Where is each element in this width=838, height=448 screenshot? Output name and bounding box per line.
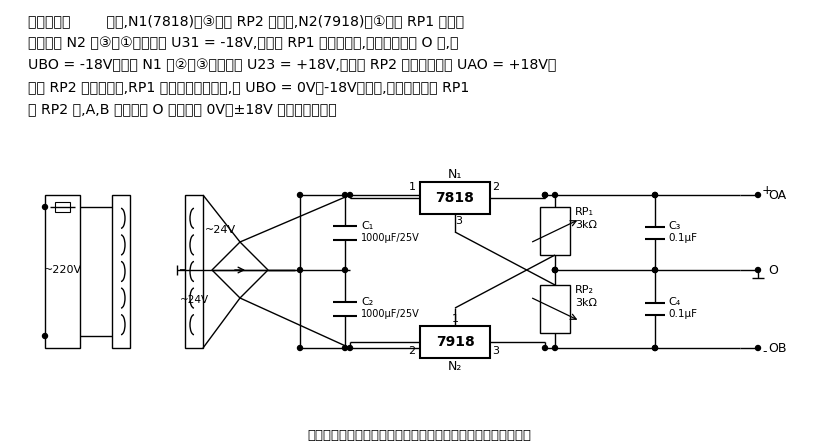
Text: 3: 3 <box>456 216 463 226</box>
Text: UBO = -18V。由于 N1 的②、③脚间电压 U23 = +18V,因此将 RP2 旋到最上端时 UAO = +18V。: UBO = -18V。由于 N1 的②、③脚间电压 U23 = +18V,因此将… <box>28 58 556 72</box>
Circle shape <box>552 345 557 350</box>
Text: 3: 3 <box>493 346 499 356</box>
Text: -: - <box>762 345 767 358</box>
Text: OA: OA <box>768 189 786 202</box>
Text: RP₁: RP₁ <box>575 207 594 217</box>
Circle shape <box>343 193 348 198</box>
Text: 7918: 7918 <box>436 335 474 349</box>
Text: 1: 1 <box>452 314 458 324</box>
Circle shape <box>43 333 48 339</box>
Circle shape <box>653 345 658 350</box>
Circle shape <box>653 267 658 272</box>
Text: C₃: C₃ <box>668 220 680 231</box>
Text: 2: 2 <box>408 346 416 356</box>
Circle shape <box>348 345 353 350</box>
Text: ~220V: ~220V <box>44 265 81 275</box>
Circle shape <box>297 345 303 350</box>
Text: C₂: C₂ <box>361 297 373 307</box>
Circle shape <box>348 193 353 198</box>
Text: 若将 RP2 旋至最上端,RP1 从上端旋到下端时,则 UBO = 0V～-18V。因此,如果同时调节 RP1: 若将 RP2 旋至最上端,RP1 从上端旋到下端时,则 UBO = 0V～-18… <box>28 80 469 94</box>
Text: ~24V: ~24V <box>204 225 235 235</box>
Circle shape <box>542 345 547 350</box>
Bar <box>112 195 130 348</box>
Circle shape <box>653 267 658 272</box>
Circle shape <box>297 193 303 198</box>
Circle shape <box>653 193 658 198</box>
Bar <box>185 195 203 348</box>
Bar <box>540 207 570 255</box>
Circle shape <box>297 267 303 272</box>
Text: N₁: N₁ <box>447 168 463 181</box>
Text: C₄: C₄ <box>668 297 680 307</box>
Circle shape <box>552 193 557 198</box>
Text: 0.1μF: 0.1μF <box>668 309 697 319</box>
Text: 1000μF/25V: 1000μF/25V <box>361 309 420 319</box>
Circle shape <box>343 267 348 272</box>
Bar <box>420 326 490 358</box>
Circle shape <box>552 267 557 272</box>
Text: N₂: N₂ <box>447 359 463 372</box>
Circle shape <box>542 193 547 198</box>
Bar <box>55 202 70 212</box>
Text: O: O <box>768 263 778 276</box>
Circle shape <box>756 345 761 350</box>
Circle shape <box>552 267 557 272</box>
Circle shape <box>542 193 547 198</box>
Circle shape <box>552 267 557 272</box>
Bar <box>45 195 80 348</box>
Circle shape <box>43 204 48 210</box>
Bar <box>420 182 490 214</box>
Circle shape <box>653 193 658 198</box>
Text: 1000μF/25V: 1000μF/25V <box>361 233 420 242</box>
Text: 1: 1 <box>408 182 416 192</box>
Text: 3kΩ: 3kΩ <box>575 220 597 230</box>
Text: 用固定三端稳压器组成可连续调节的简易正负直流稳压电源电路: 用固定三端稳压器组成可连续调节的简易正负直流稳压电源电路 <box>307 428 531 441</box>
Text: 和 RP2 时,A,B 两点对地 O 点可输出 0V～±18V 对称可调电压。: 和 RP2 时,A,B 两点对地 O 点可输出 0V～±18V 对称可调电压。 <box>28 102 337 116</box>
Text: ~24V: ~24V <box>179 295 209 305</box>
Text: RP₂: RP₂ <box>575 285 594 295</box>
Circle shape <box>343 345 348 350</box>
Circle shape <box>756 193 761 198</box>
Circle shape <box>653 345 658 350</box>
Text: OB: OB <box>768 341 787 354</box>
Text: 3kΩ: 3kΩ <box>575 298 597 308</box>
Text: +: + <box>762 184 773 197</box>
Text: 0.1μF: 0.1μF <box>668 233 697 242</box>
Circle shape <box>756 267 761 272</box>
Text: C₁: C₁ <box>361 220 373 231</box>
Text: 其电路如图        所示,N1(7818)的③脚接 RP2 滑动端,N2(7918)的①脚接 RP1 的滑动: 其电路如图 所示,N1(7818)的③脚接 RP2 滑动端,N2(7918)的①… <box>28 14 464 28</box>
Text: 端。由于 N2 的③、①脚间电压 U31 = -18V,因此将 RP1 旋到最下端,即电源接地端 O 点,则: 端。由于 N2 的③、①脚间电压 U31 = -18V,因此将 RP1 旋到最下… <box>28 36 458 50</box>
Text: 2: 2 <box>493 182 499 192</box>
Text: 7818: 7818 <box>436 191 474 205</box>
Bar <box>540 285 570 333</box>
